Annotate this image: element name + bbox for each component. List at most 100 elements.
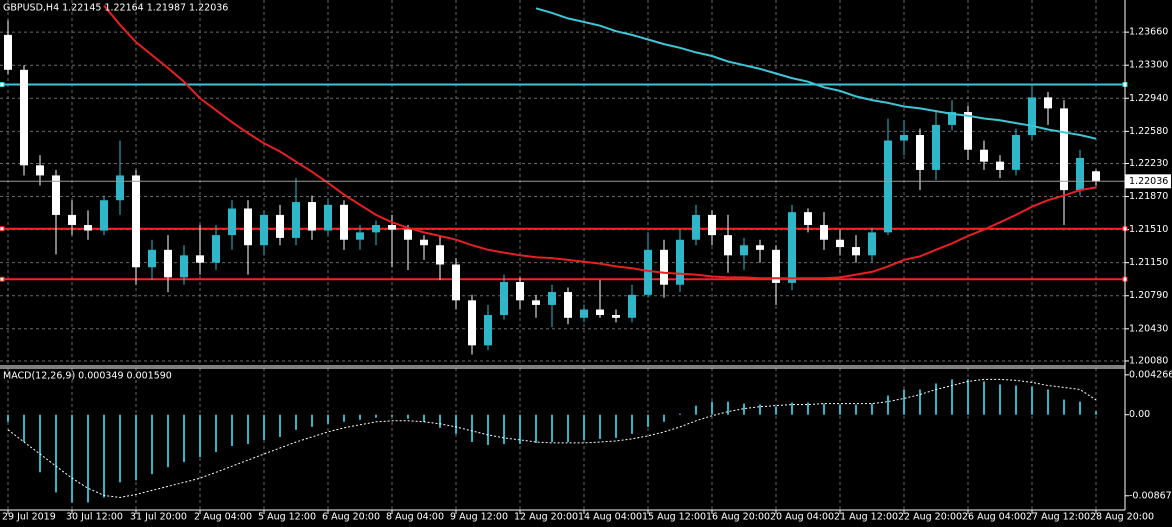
candle-body (52, 175, 60, 215)
macd-bar (599, 414, 601, 439)
macd-bar (1031, 386, 1033, 415)
x-tick-label: 15 Aug 12:00 (642, 512, 706, 523)
macd-bar (343, 414, 345, 422)
macd-bar (231, 414, 233, 447)
price-label: 1.22036 (1129, 176, 1168, 187)
macd-bar (247, 414, 249, 444)
candle-body (116, 175, 124, 201)
x-tick-label: 22 Aug 20:00 (898, 512, 962, 523)
candle-body (308, 202, 316, 231)
macd-bar (967, 379, 969, 415)
macd-bar (311, 414, 313, 427)
candle-body (132, 175, 140, 268)
signal-line (7, 378, 1097, 499)
candle-body (868, 232, 876, 256)
macd-bar (359, 414, 361, 420)
candle-body (804, 212, 812, 226)
macd-bar (423, 414, 425, 422)
candle-body (340, 204, 348, 240)
macd-bar (567, 414, 569, 442)
macd-bar (471, 414, 473, 442)
candle-body (772, 249, 780, 283)
candle-body (500, 281, 508, 316)
macd-bar (999, 384, 1001, 415)
x-tick-label: 21 Aug 12:00 (834, 512, 898, 523)
candle-body (244, 208, 252, 246)
macd-bar (375, 414, 377, 418)
macd-bar (615, 414, 617, 438)
moving-average (535, 7, 1097, 140)
macd-bar (839, 404, 841, 415)
macd-bar (327, 414, 329, 424)
candle-body (452, 264, 460, 301)
y-tick-label: 1.21510 (1129, 224, 1168, 235)
x-tick-label: 28 Aug 20:00 (1090, 512, 1154, 523)
x-tick-label: 12 Aug 20:00 (514, 512, 578, 523)
macd-bar (631, 414, 633, 434)
macd-bar (551, 414, 553, 442)
candle-body (628, 294, 636, 318)
x-tick-label: 8 Aug 04:00 (386, 512, 444, 523)
macd-bar (935, 383, 937, 415)
indicator-title: MACD(12,26,9) 0.000349 0.001590 (3, 371, 172, 382)
candle-body (724, 235, 732, 256)
candle-body (68, 214, 76, 226)
candle-body (212, 235, 220, 263)
macd-bar (903, 389, 905, 415)
macd-bar (871, 403, 873, 415)
macd-bar (167, 414, 169, 468)
candle-body (1092, 171, 1100, 182)
candle-body (372, 225, 380, 233)
y-tick-label: -0.008679 (1129, 490, 1172, 501)
candle-body (596, 309, 604, 316)
y-tick-label: 1.23660 (1129, 27, 1168, 38)
macd-bar (919, 389, 921, 415)
macd-bar (727, 401, 729, 415)
y-tick-label: 1.21150 (1129, 257, 1168, 268)
x-tick-label: 6 Aug 20:00 (322, 512, 380, 523)
level-handle (0, 81, 5, 87)
macd-bar (295, 414, 297, 430)
price-label-box (1125, 174, 1171, 189)
candle-body (708, 214, 716, 236)
macd-bar (263, 414, 265, 440)
macd-bar (775, 406, 777, 415)
macd-bar (791, 402, 793, 415)
candle-body (1028, 97, 1036, 136)
candle-body (756, 245, 764, 250)
candle-body (1060, 108, 1068, 191)
candle-body (148, 249, 156, 268)
candle-body (84, 225, 92, 231)
x-tick-label: 20 Aug 04:00 (770, 512, 834, 523)
y-tick-label: 1.22940 (1129, 93, 1168, 104)
candle-body (164, 249, 172, 278)
candle-body (996, 161, 1004, 170)
macd-bar (887, 395, 889, 415)
level-handle (0, 226, 5, 232)
macd-bar (183, 414, 185, 463)
macd-bar (679, 413, 681, 415)
candle-body (516, 281, 524, 301)
candle-body (180, 255, 188, 278)
x-tick-label: 16 Aug 20:00 (706, 512, 770, 523)
candle-body (948, 112, 956, 125)
candle-body (740, 245, 748, 256)
candle-body (820, 225, 828, 240)
macd-bar (1015, 385, 1017, 415)
candle-body (788, 212, 796, 283)
candle-body (852, 247, 860, 256)
y-tick-label: 1.21870 (1129, 191, 1168, 202)
candle-body (660, 249, 668, 285)
candle-body (836, 239, 844, 248)
y-tick-label: 1.20430 (1129, 323, 1168, 334)
macd-bar (983, 381, 985, 415)
macd-bar (759, 404, 761, 415)
candle-body (692, 214, 700, 240)
macd-bar (1047, 389, 1049, 415)
macd-bar (199, 414, 201, 458)
candle-body (1076, 157, 1084, 191)
price-panel (0, 0, 1125, 365)
candle-body (612, 315, 620, 318)
moving-average (103, 4, 1097, 280)
